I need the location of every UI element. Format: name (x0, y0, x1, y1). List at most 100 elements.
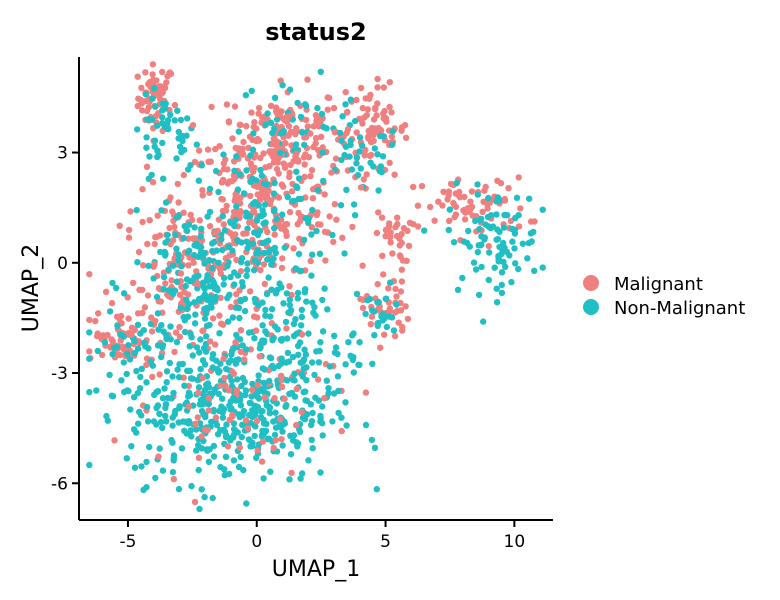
data-point-non-malignant (260, 220, 267, 227)
data-point-non-malignant (169, 468, 177, 476)
data-point-malignant (314, 146, 322, 154)
data-point-non-malignant (485, 276, 492, 284)
data-point-non-malignant (297, 195, 305, 203)
data-point-non-malignant (238, 433, 245, 441)
data-point-malignant (307, 257, 314, 265)
data-point-malignant (294, 221, 301, 228)
data-point-non-malignant (161, 385, 168, 392)
data-point-non-malignant (153, 293, 161, 301)
data-point-malignant (166, 69, 174, 76)
data-point-malignant (144, 240, 151, 248)
data-point-non-malignant (302, 101, 309, 108)
data-point-non-malignant (198, 225, 205, 232)
data-point-malignant (194, 414, 201, 421)
data-point-non-malignant (232, 216, 239, 224)
data-point-malignant (167, 194, 174, 201)
data-point-non-malignant (308, 272, 315, 279)
data-point-malignant (219, 196, 226, 203)
data-point-non-malignant (390, 327, 398, 334)
data-point-non-malignant (236, 413, 243, 421)
data-point-malignant (141, 304, 149, 311)
data-point-non-malignant (249, 380, 256, 388)
data-point-non-malignant (313, 227, 320, 235)
data-point-non-malignant (239, 283, 246, 290)
data-point-non-malignant (493, 299, 501, 306)
data-point-non-malignant (296, 428, 304, 435)
data-point-malignant (113, 313, 121, 320)
data-point-non-malignant (109, 279, 116, 287)
data-point-non-malignant (268, 286, 275, 293)
data-point-non-malignant (258, 408, 265, 415)
data-point-non-malignant (162, 199, 170, 206)
data-point-malignant (128, 331, 135, 338)
data-point-non-malignant (288, 389, 296, 397)
data-point-non-malignant (230, 420, 238, 427)
data-point-non-malignant (371, 145, 378, 152)
y-tick-label: 3 (57, 144, 68, 164)
data-point-non-malignant (223, 421, 230, 428)
data-point-non-malignant (123, 370, 130, 378)
data-point-non-malignant (134, 389, 141, 397)
data-point-non-malignant (163, 418, 170, 425)
data-point-non-malignant (260, 180, 268, 187)
data-point-non-malignant (181, 382, 188, 389)
data-point-non-malignant (124, 387, 131, 394)
data-point-non-malignant (230, 457, 238, 464)
data-point-non-malignant (286, 86, 294, 93)
data-point-non-malignant (280, 129, 287, 136)
data-point-malignant (116, 351, 124, 359)
data-point-non-malignant (277, 336, 285, 343)
data-point-malignant (142, 69, 149, 76)
data-point-non-malignant (181, 427, 188, 434)
data-point-non-malignant (301, 346, 308, 353)
data-point-non-malignant (192, 311, 199, 318)
data-point-non-malignant (258, 172, 265, 179)
data-point-non-malignant (291, 370, 298, 377)
data-point-non-malignant (176, 404, 183, 411)
data-point-malignant (145, 104, 153, 111)
data-point-non-malignant (274, 286, 281, 293)
data-point-non-malignant (127, 406, 134, 413)
data-point-malignant (174, 180, 181, 188)
data-point-non-malignant (308, 436, 315, 444)
data-point-non-malignant (188, 482, 195, 490)
data-point-non-malignant (463, 239, 471, 247)
data-point-malignant (333, 216, 340, 223)
data-point-malignant (176, 324, 183, 331)
data-point-malignant (260, 150, 267, 157)
data-point-non-malignant (343, 422, 350, 429)
data-point-non-malignant (299, 373, 306, 380)
data-point-non-malignant (267, 313, 274, 320)
data-point-malignant (391, 171, 398, 178)
data-point-malignant (143, 163, 151, 170)
data-point-non-malignant (301, 236, 308, 243)
data-point-malignant (208, 103, 215, 111)
data-point-malignant (242, 417, 250, 424)
data-point-non-malignant (162, 404, 169, 412)
data-point-non-malignant (539, 206, 546, 213)
data-point-non-malignant (137, 373, 144, 381)
data-point-malignant (237, 327, 245, 334)
data-point-non-malignant (325, 390, 332, 397)
data-point-non-malignant (242, 92, 250, 99)
data-point-non-malignant (215, 390, 222, 397)
data-point-non-malignant (206, 283, 213, 290)
data-point-non-malignant (278, 355, 285, 362)
data-point-non-malignant (286, 476, 293, 483)
data-point-non-malignant (157, 248, 164, 256)
data-point-non-malignant (341, 250, 348, 257)
data-point-malignant (95, 310, 102, 317)
data-point-non-malignant (351, 117, 359, 125)
data-point-non-malignant (478, 263, 485, 271)
data-point-non-malignant (320, 123, 327, 131)
data-point-malignant (156, 371, 163, 378)
data-point-non-malignant (496, 228, 503, 235)
data-point-non-malignant (326, 363, 334, 370)
data-point-malignant (400, 225, 408, 232)
data-point-non-malignant (246, 399, 253, 407)
data-point-non-malignant (86, 388, 93, 396)
data-point-non-malignant (209, 355, 216, 362)
data-point-non-malignant (243, 500, 250, 507)
data-point-malignant (367, 139, 375, 146)
data-point-malignant (307, 130, 314, 137)
